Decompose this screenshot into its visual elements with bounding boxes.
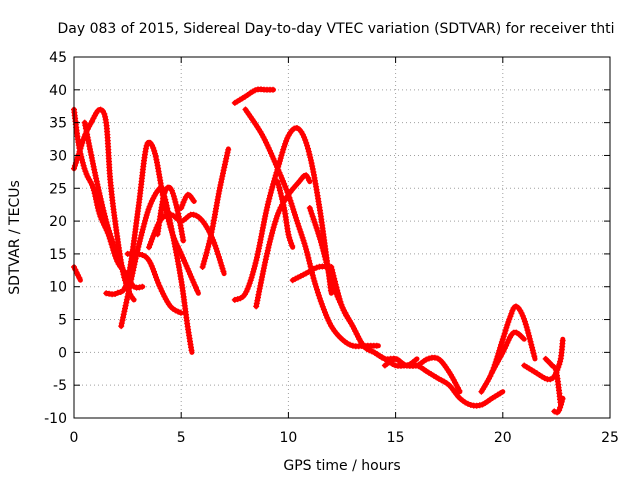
y-tick-label: 35 — [49, 116, 67, 132]
plot-frame — [73, 56, 611, 419]
series-arc-11 — [199, 146, 232, 270]
series-markers — [199, 146, 232, 270]
series-markers — [381, 356, 419, 369]
series-arc-19 — [328, 264, 506, 409]
gridlines — [74, 57, 610, 418]
y-tick-label: -5 — [53, 378, 67, 394]
series-markers — [551, 395, 566, 416]
series-arc-21 — [478, 303, 538, 395]
series-arc-16 — [274, 178, 296, 250]
series-markers — [253, 172, 313, 310]
series-arc-25 — [551, 395, 566, 416]
y-tick-label: -10 — [44, 411, 67, 427]
y-tick-label: 0 — [58, 345, 67, 361]
chart-title: Day 083 of 2015, Sidereal Day-to-day VTE… — [58, 21, 615, 37]
series-arc-3 — [71, 264, 83, 283]
y-tick-label: 30 — [49, 148, 67, 164]
series-arc-22 — [489, 329, 527, 376]
y-tick-label: 20 — [49, 214, 67, 230]
x-tick-label: 0 — [70, 430, 79, 446]
x-tick-label: 15 — [387, 430, 405, 446]
y-tick-label: 45 — [49, 50, 67, 66]
y-tick-label: 10 — [49, 280, 67, 296]
series-markers — [81, 119, 130, 282]
series-markers — [178, 191, 197, 211]
series-arc-24 — [542, 355, 564, 408]
series-markers — [71, 264, 83, 281]
series-arc-4 — [81, 119, 131, 283]
series-arc-20 — [381, 356, 420, 369]
axis-ticks: -10 -5 0 5 10 15 20 25 30 35 40 45 0 5 10 15 20 25 — [44, 50, 619, 446]
series-markers — [231, 86, 276, 106]
y-tick-label: 40 — [49, 83, 67, 99]
series-markers — [489, 329, 527, 376]
x-axis-label: GPS time / hours — [283, 458, 400, 474]
series-arc-7 — [124, 250, 184, 316]
x-tick-label: 10 — [279, 430, 297, 446]
x-tick-label: 5 — [177, 430, 186, 446]
series-arc-9 — [154, 184, 187, 244]
y-axis-label: SDTVAR / TECUs — [7, 180, 23, 295]
y-tick-label: 25 — [49, 181, 67, 197]
series-arc-12 — [231, 86, 276, 106]
x-tick-label: 20 — [494, 430, 512, 446]
y-tick-label: 15 — [49, 247, 67, 263]
series-arc-15 — [253, 172, 313, 310]
series-markers — [124, 250, 184, 316]
data-series — [71, 86, 566, 416]
series-markers — [328, 264, 504, 409]
series-markers — [274, 178, 296, 249]
series-markers — [154, 184, 187, 244]
series-arc-10 — [178, 191, 197, 211]
x-tick-label: 25 — [601, 430, 619, 446]
y-tick-label: 5 — [58, 313, 67, 329]
